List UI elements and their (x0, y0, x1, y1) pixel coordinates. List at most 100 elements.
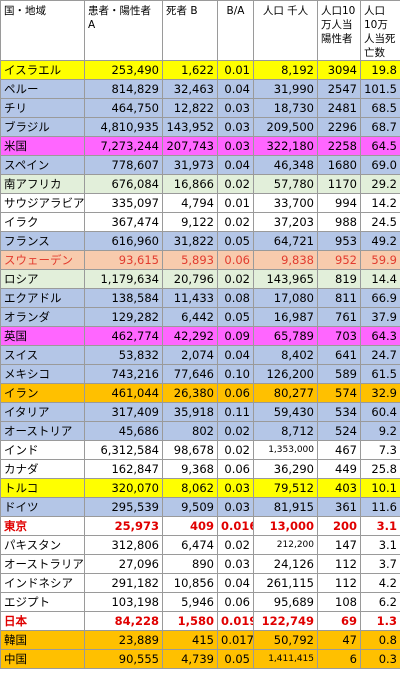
cases-per-100k-cell: 2547 (317, 79, 361, 99)
cases-per-100k-cell: 449 (317, 459, 361, 479)
table-row: サウジアラビア 335,097 4,794 0.01 33,700 994 14.2 (0, 193, 400, 213)
cases-cell: 162,847 (84, 459, 163, 479)
table-row: カナダ 162,847 9,368 0.06 36,290 449 25.8 (0, 459, 400, 479)
cases-per-100k-cell: 1170 (317, 174, 361, 194)
cases-per-100k-cell: 761 (317, 307, 361, 327)
ratio-cell: 0.03 (217, 98, 254, 118)
deaths-per-100k-cell: 10.1 (360, 478, 400, 498)
population-cell: 24,126 (253, 554, 318, 574)
deaths-per-100k-cell: 69.0 (360, 155, 400, 175)
cases-cell: 462,774 (84, 326, 163, 346)
cases-cell: 6,312,584 (84, 440, 163, 460)
ratio-cell: 0.11 (217, 402, 254, 422)
cases-per-100k-cell: 589 (317, 364, 361, 384)
cases-per-100k-cell: 3094 (317, 60, 361, 80)
table-row: メキシコ 743,216 77,646 0.10 126,200 589 61.5 (0, 364, 400, 384)
cases-per-100k-cell: 953 (317, 231, 361, 251)
deaths-per-100k-cell: 32.9 (360, 383, 400, 403)
deaths-per-100k-cell: 24.7 (360, 345, 400, 365)
cases-cell: 616,960 (84, 231, 163, 251)
deaths-per-100k-cell: 7.3 (360, 440, 400, 460)
country-cell: インドネシア (0, 573, 85, 593)
country-cell: ペルー (0, 79, 85, 99)
deaths-per-100k-cell: 3.1 (360, 516, 400, 536)
cases-cell: 778,607 (84, 155, 163, 175)
population-cell: 31,990 (253, 79, 318, 99)
deaths-cell: 1,580 (162, 611, 218, 631)
deaths-per-100k-cell: 4.2 (360, 573, 400, 593)
cases-cell: 367,474 (84, 212, 163, 232)
cases-per-100k-cell: 524 (317, 421, 361, 441)
country-cell: イタリア (0, 402, 85, 422)
country-cell: メキシコ (0, 364, 85, 384)
cases-cell: 138,584 (84, 288, 163, 308)
ratio-cell: 0.04 (217, 155, 254, 175)
ratio-cell: 0.019 (217, 611, 254, 631)
country-cell: パキスタン (0, 535, 85, 555)
cases-per-100k-cell: 994 (317, 193, 361, 213)
cases-cell: 317,409 (84, 402, 163, 422)
country-cell: 英国 (0, 326, 85, 346)
deaths-per-100k-cell: 49.2 (360, 231, 400, 251)
deaths-cell: 5,946 (162, 592, 218, 612)
cases-cell: 464,750 (84, 98, 163, 118)
ratio-cell: 0.01 (217, 193, 254, 213)
ratio-cell: 0.08 (217, 288, 254, 308)
header-row: 国・地域 患者・陽性者 A 死者 B B/A 人口 千人 人口10万人当陽性者 … (0, 0, 400, 61)
deaths-cell: 4,794 (162, 193, 218, 213)
population-cell: 9,838 (253, 250, 318, 270)
header-country: 国・地域 (0, 0, 85, 61)
country-cell: イラン (0, 383, 85, 403)
country-cell: 南アフリカ (0, 174, 85, 194)
deaths-per-100k-cell: 66.9 (360, 288, 400, 308)
ratio-cell: 0.03 (217, 117, 254, 137)
cases-per-100k-cell: 112 (317, 573, 361, 593)
table-row: 南アフリカ 676,084 16,866 0.02 57,780 1170 29.2 (0, 174, 400, 194)
population-cell: 95,689 (253, 592, 318, 612)
population-cell: 143,965 (253, 269, 318, 289)
table-row: フランス 616,960 31,822 0.05 64,721 953 49.2 (0, 231, 400, 251)
ratio-cell: 0.06 (217, 250, 254, 270)
header-cases-per-100k: 人口10万人当陽性者 (317, 0, 361, 61)
deaths-cell: 26,380 (162, 383, 218, 403)
population-cell: 81,915 (253, 497, 318, 517)
ratio-cell: 0.06 (217, 383, 254, 403)
deaths-cell: 35,918 (162, 402, 218, 422)
deaths-per-100k-cell: 61.5 (360, 364, 400, 384)
table-row: 中国 90,555 4,739 0.05 1,411,415 6 0.3 (0, 649, 400, 669)
cases-per-100k-cell: 2481 (317, 98, 361, 118)
cases-cell: 23,889 (84, 630, 163, 650)
population-cell: 261,115 (253, 573, 318, 593)
deaths-cell: 415 (162, 630, 218, 650)
table-row: オランダ 129,282 6,442 0.05 16,987 761 37.9 (0, 307, 400, 327)
header-ratio: B/A (217, 0, 254, 61)
population-cell: 57,780 (253, 174, 318, 194)
country-cell: スイス (0, 345, 85, 365)
country-cell: オーストリア (0, 421, 85, 441)
header-deaths: 死者 B (162, 0, 218, 61)
cases-per-100k-cell: 6 (317, 649, 361, 669)
deaths-cell: 143,952 (162, 117, 218, 137)
deaths-per-100k-cell: 3.7 (360, 554, 400, 574)
country-cell: サウジアラビア (0, 193, 85, 213)
cases-per-100k-cell: 361 (317, 497, 361, 517)
cases-cell: 676,084 (84, 174, 163, 194)
population-cell: 37,203 (253, 212, 318, 232)
cases-cell: 25,973 (84, 516, 163, 536)
ratio-cell: 0.02 (217, 421, 254, 441)
country-cell: スペイン (0, 155, 85, 175)
ratio-cell: 0.01 (217, 60, 254, 80)
table-body: イスラエル 253,490 1,622 0.01 8,192 3094 19.8 ペルー 814… (0, 60, 400, 669)
table-row: スペイン 778,607 31,973 0.04 46,348 1680 69.0 (0, 155, 400, 175)
cases-per-100k-cell: 988 (317, 212, 361, 232)
cases-per-100k-cell: 1680 (317, 155, 361, 175)
cases-per-100k-cell: 641 (317, 345, 361, 365)
table-row: 韓国 23,889 415 0.017 50,792 47 0.8 (0, 630, 400, 650)
deaths-per-100k-cell: 37.9 (360, 307, 400, 327)
deaths-per-100k-cell: 64.5 (360, 136, 400, 156)
population-cell: 212,200 (253, 535, 318, 555)
cases-cell: 814,829 (84, 79, 163, 99)
table-row: チリ 464,750 12,822 0.03 18,730 2481 68.5 (0, 98, 400, 118)
country-cell: ブラジル (0, 117, 85, 137)
